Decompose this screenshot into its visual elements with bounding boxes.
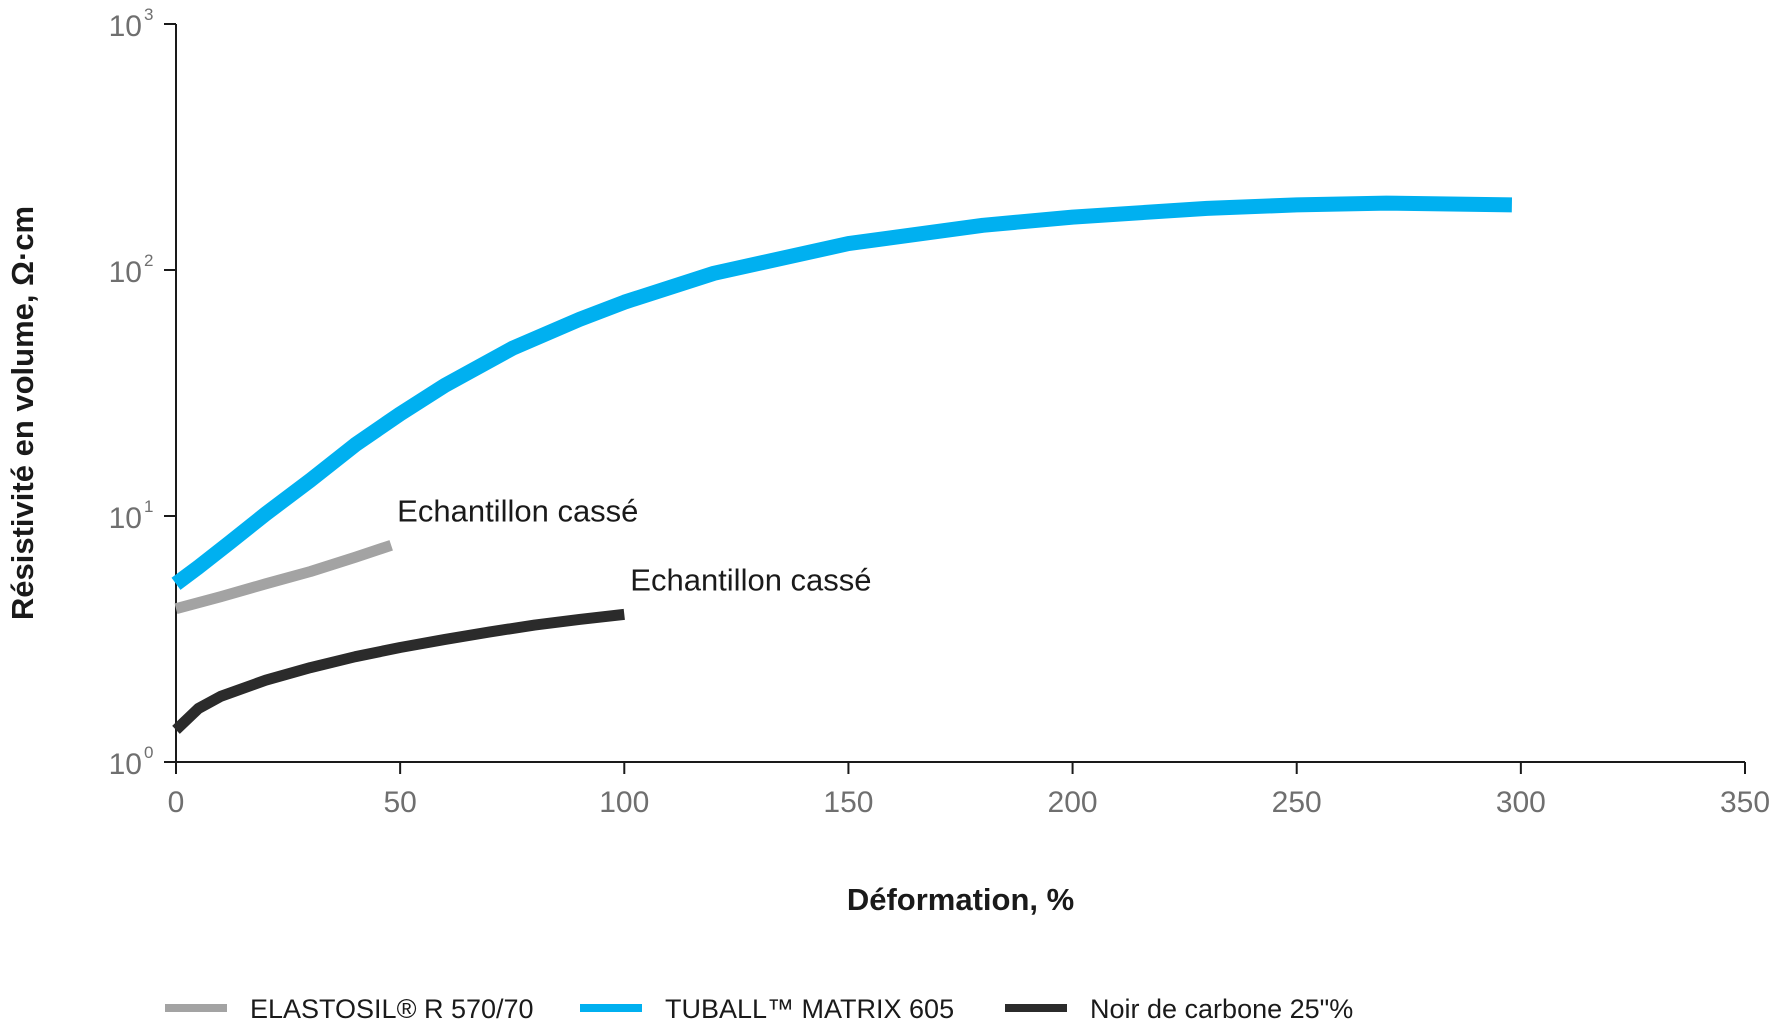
y-tick-label: 10 <box>109 10 142 43</box>
y-tick-base: 10 <box>109 256 142 289</box>
series-line-1 <box>174 540 393 615</box>
x-tick-label: 50 <box>383 786 416 819</box>
legend-label-1: ELASTOSIL® R 570/70 <box>250 994 534 1024</box>
annotation-label: Echantillon cassé <box>397 493 638 528</box>
legend-label-3: Noir de carbone 25"% <box>1090 994 1353 1024</box>
x-axis-title: Déformation, % <box>847 882 1074 917</box>
y-tick-exponent: 0 <box>144 743 153 762</box>
y-tick-label: 10 <box>109 256 142 289</box>
y-tick-base: 10 <box>109 502 142 535</box>
x-tick-label: 250 <box>1272 786 1322 819</box>
y-tick-exponent: 2 <box>144 251 153 270</box>
annotation-label: Echantillon cassé <box>630 562 871 597</box>
y-tick-exponent: 3 <box>144 5 153 24</box>
legend-label-2: TUBALL™ MATRIX 605 <box>665 994 954 1024</box>
series-line-2 <box>171 195 1513 590</box>
x-tick-label: 100 <box>599 786 649 819</box>
x-tick-label: 150 <box>823 786 873 819</box>
x-tick-label: 200 <box>1048 786 1098 819</box>
x-tick-label: 300 <box>1496 786 1546 819</box>
y-tick-base: 10 <box>109 10 142 43</box>
y-tick-exponent: 1 <box>144 497 153 516</box>
y-axis-title: Résistivité en volume, Ω·cm <box>5 206 40 620</box>
y-tick-label: 10 <box>109 748 142 781</box>
x-tick-label: 350 <box>1720 786 1770 819</box>
series-line-3 <box>172 608 625 734</box>
y-tick-label: 10 <box>109 502 142 535</box>
x-tick-label: 0 <box>168 786 185 819</box>
y-tick-base: 10 <box>109 748 142 781</box>
